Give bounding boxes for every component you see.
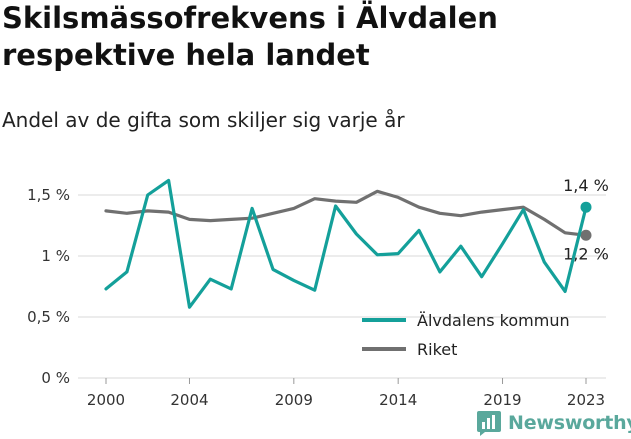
series-end-marker <box>580 201 592 213</box>
x-tick-label: 2004 <box>170 391 208 409</box>
legend-label: Älvdalens kommun <box>417 311 570 330</box>
y-tick-label: 0 % <box>41 369 70 387</box>
series-line-riket <box>104 189 588 237</box>
chart-subtitle: Andel av de gifta som skiljer sig varje … <box>2 108 405 132</box>
x-tick-label: 2000 <box>87 391 125 409</box>
y-tick-label: 0,5 % <box>27 308 70 326</box>
legend-label: Riket <box>417 340 457 359</box>
newsworthy-logo: Newsworthy <box>476 408 631 438</box>
end-value-label: 1,2 % <box>563 244 609 263</box>
series-line-alvdalen <box>104 178 588 309</box>
x-tick-label: 2023 <box>567 391 605 409</box>
newsworthy-logo-text: Newsworthy <box>508 412 631 434</box>
chart-title: Skilsmässofrekvens i Älvdalen respektive… <box>2 1 498 72</box>
x-tick-label: 2019 <box>483 391 521 409</box>
newsworthy-logo-icon <box>477 411 501 436</box>
y-tick-label: 1,5 % <box>27 186 70 204</box>
y-tick-label: 1 % <box>41 247 70 265</box>
x-tick-label: 2009 <box>275 391 313 409</box>
series-end-marker <box>580 229 592 241</box>
x-tick-label: 2014 <box>379 391 417 409</box>
end-value-label: 1,4 % <box>563 176 609 195</box>
